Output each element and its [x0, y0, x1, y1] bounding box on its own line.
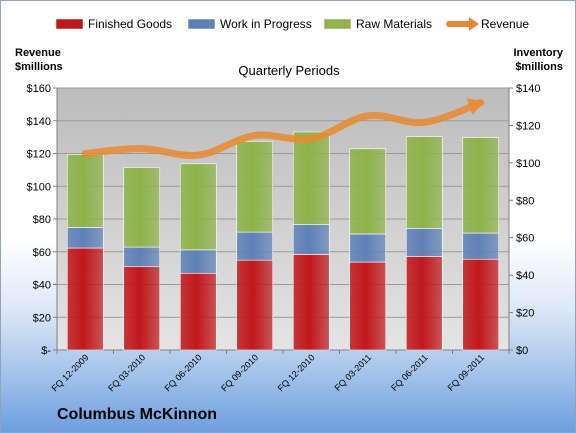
right-axis-title: $millions	[515, 61, 563, 73]
bar-raw-materials	[462, 137, 500, 234]
bar-finished-goods	[123, 266, 161, 351]
left-axis-title: $millions	[15, 61, 63, 73]
x-tick-label: FQ 09-2011	[446, 352, 487, 393]
x-tick-label: FQ 06-2011	[389, 352, 430, 393]
x-tick-label: FQ 12-2009	[50, 352, 91, 393]
left-tick-label: $160	[27, 83, 51, 95]
bar-work-in-progress	[462, 232, 500, 260]
right-tick-label: $120	[516, 120, 540, 132]
bar-finished-goods	[405, 256, 443, 351]
x-tick-label: FQ 09-2010	[219, 352, 260, 393]
right-axis-title: Inventory	[513, 47, 563, 59]
right-tick-label: $0	[516, 345, 528, 357]
left-tick-label: $-	[41, 345, 51, 357]
legend-label: Revenue	[481, 17, 529, 31]
revenue-line	[81, 99, 485, 159]
bar-work-in-progress	[236, 231, 274, 261]
left-tick-label: $40	[33, 280, 51, 292]
bar-work-in-progress	[405, 228, 443, 257]
bar-raw-materials	[123, 167, 161, 248]
bar-work-in-progress	[349, 233, 387, 263]
left-tick-label: $20	[33, 312, 51, 324]
left-tick-label: $140	[27, 116, 51, 128]
right-tick-label: $40	[516, 270, 534, 282]
bar-finished-goods	[462, 258, 500, 351]
bar-work-in-progress	[66, 227, 104, 249]
chart-title: Quarterly Periods	[238, 63, 340, 78]
bar-finished-goods	[66, 247, 104, 351]
bar-finished-goods	[349, 261, 387, 351]
legend-swatch-finished-goods	[55, 18, 84, 30]
x-tick-label: FQ 03-2011	[333, 352, 374, 393]
right-tick-label: $140	[516, 83, 540, 95]
x-tick-label: FQ 03-2010	[106, 352, 147, 393]
legend-swatch-work-in-progress	[187, 18, 216, 30]
bar-finished-goods	[236, 259, 274, 351]
bar-finished-goods	[292, 254, 330, 351]
left-axis-title: Revenue	[15, 47, 61, 59]
revenue-arrowhead	[466, 98, 485, 116]
left-tick-label: $120	[27, 149, 51, 161]
bar-raw-materials	[236, 141, 274, 233]
bar-finished-goods	[179, 272, 217, 351]
right-tick-label: $100	[516, 158, 540, 170]
bar-raw-materials	[349, 148, 387, 235]
right-tick-label: $60	[516, 233, 534, 245]
bar-work-in-progress	[292, 224, 330, 255]
legend-swatch-raw-materials	[323, 18, 352, 30]
bar-raw-materials	[292, 131, 330, 225]
bar-raw-materials	[179, 163, 217, 251]
x-tick-label: FQ 06-2010	[163, 352, 204, 393]
bar-raw-materials	[405, 136, 443, 229]
left-tick-label: $80	[33, 214, 51, 226]
right-tick-label: $20	[516, 308, 534, 320]
bar-work-in-progress	[179, 249, 217, 274]
x-tick-label: FQ 12-2010	[276, 352, 317, 393]
left-tick-label: $100	[27, 181, 51, 193]
legend-label: Work in Progress	[220, 17, 312, 31]
right-tick-label: $80	[516, 195, 534, 207]
company-name: Columbus McKinnon	[57, 406, 217, 423]
legend-label: Finished Goods	[88, 17, 172, 31]
bar-work-in-progress	[123, 246, 161, 268]
legend-label: Raw Materials	[356, 17, 432, 31]
bar-raw-materials	[66, 154, 104, 228]
left-tick-label: $60	[33, 247, 51, 259]
legend-arrow-revenue	[469, 17, 479, 31]
